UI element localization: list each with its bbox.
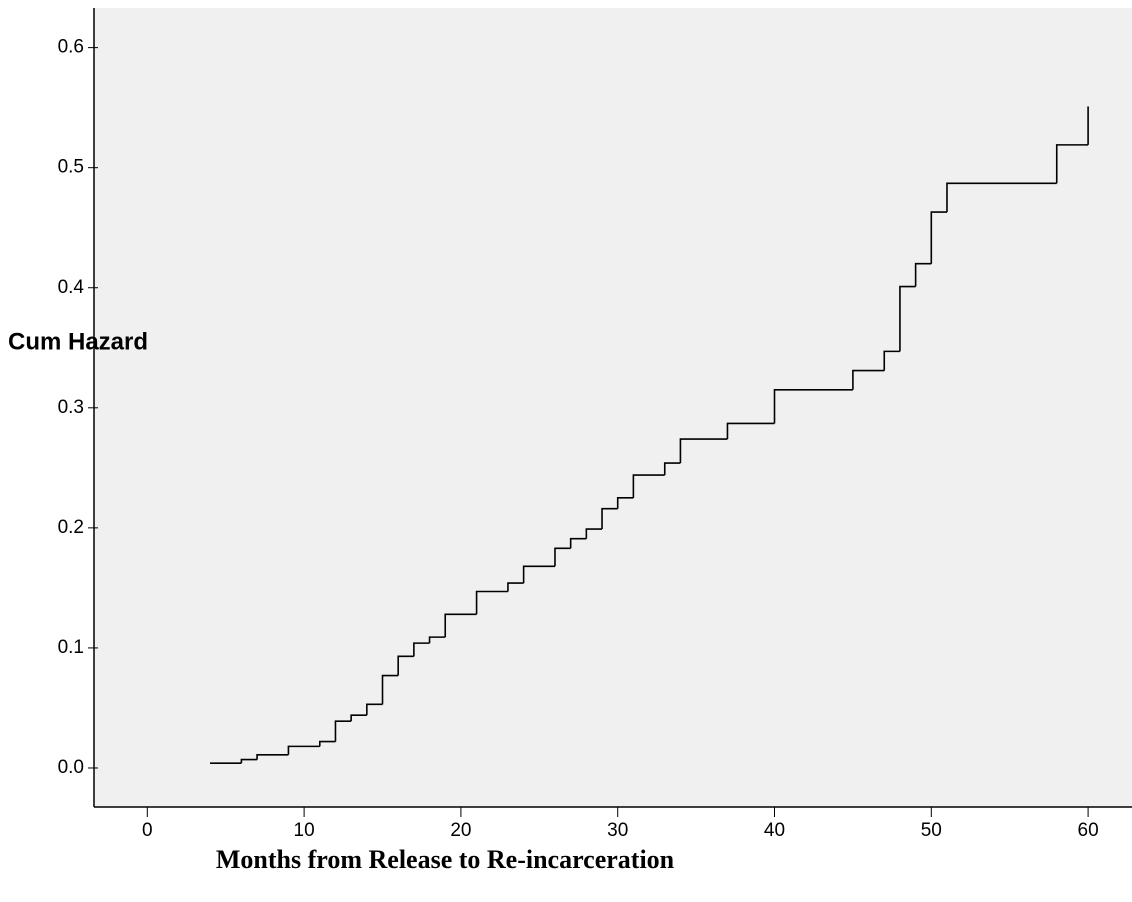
plot-area — [94, 8, 1132, 807]
step-segment — [585, 528, 603, 539]
step-segment — [601, 507, 618, 530]
x-tick-label: 10 — [294, 820, 315, 841]
step-segment — [444, 613, 477, 638]
step-segment — [428, 636, 446, 644]
step-segment — [632, 474, 665, 498]
step-segment — [240, 758, 258, 764]
step-segment — [569, 537, 587, 549]
y-tick-label: 0.2 — [58, 517, 84, 538]
step-segment — [1055, 144, 1089, 184]
y-tick-label: 0.0 — [58, 757, 84, 778]
y-axis-label: Cum Hazard — [8, 328, 148, 355]
step-segment — [663, 462, 681, 476]
step-segment — [397, 655, 414, 676]
x-tick-label: 40 — [764, 820, 785, 841]
step-segment — [914, 262, 932, 287]
step-segment — [726, 422, 775, 440]
step-segment — [852, 369, 885, 390]
x-tick-label: 50 — [921, 820, 942, 841]
y-tick-label: 0.1 — [58, 637, 84, 658]
step-segment — [350, 714, 367, 722]
step-segment — [930, 211, 947, 264]
step-segment — [507, 582, 524, 592]
step-segment — [883, 350, 900, 371]
x-axis-label: Months from Release to Re-incarceration — [216, 845, 675, 874]
x-tick-label: 0 — [142, 820, 153, 841]
step-segment — [334, 720, 352, 742]
step-segment — [287, 745, 320, 755]
step-segment — [413, 642, 430, 657]
step-segment — [475, 590, 508, 615]
y-tick-label: 0.3 — [58, 397, 84, 418]
y-tick-label: 0.6 — [58, 37, 84, 58]
step-segment — [256, 753, 289, 760]
y-tick-label: 0.4 — [58, 277, 85, 298]
step-segment — [522, 565, 555, 584]
step-segment — [773, 388, 853, 424]
x-tick-label: 60 — [1078, 820, 1099, 841]
y-tick-label: 0.5 — [58, 157, 84, 178]
step-segment — [679, 438, 728, 464]
x-tick-label: 20 — [450, 820, 471, 841]
step-segment — [381, 674, 399, 705]
step-segment — [366, 703, 383, 716]
step-segment — [318, 740, 336, 747]
step-segment — [899, 285, 916, 352]
step-segment — [616, 497, 634, 509]
step-segment — [946, 182, 1057, 213]
step-segment — [554, 547, 571, 567]
x-tick-label: 30 — [607, 820, 628, 841]
